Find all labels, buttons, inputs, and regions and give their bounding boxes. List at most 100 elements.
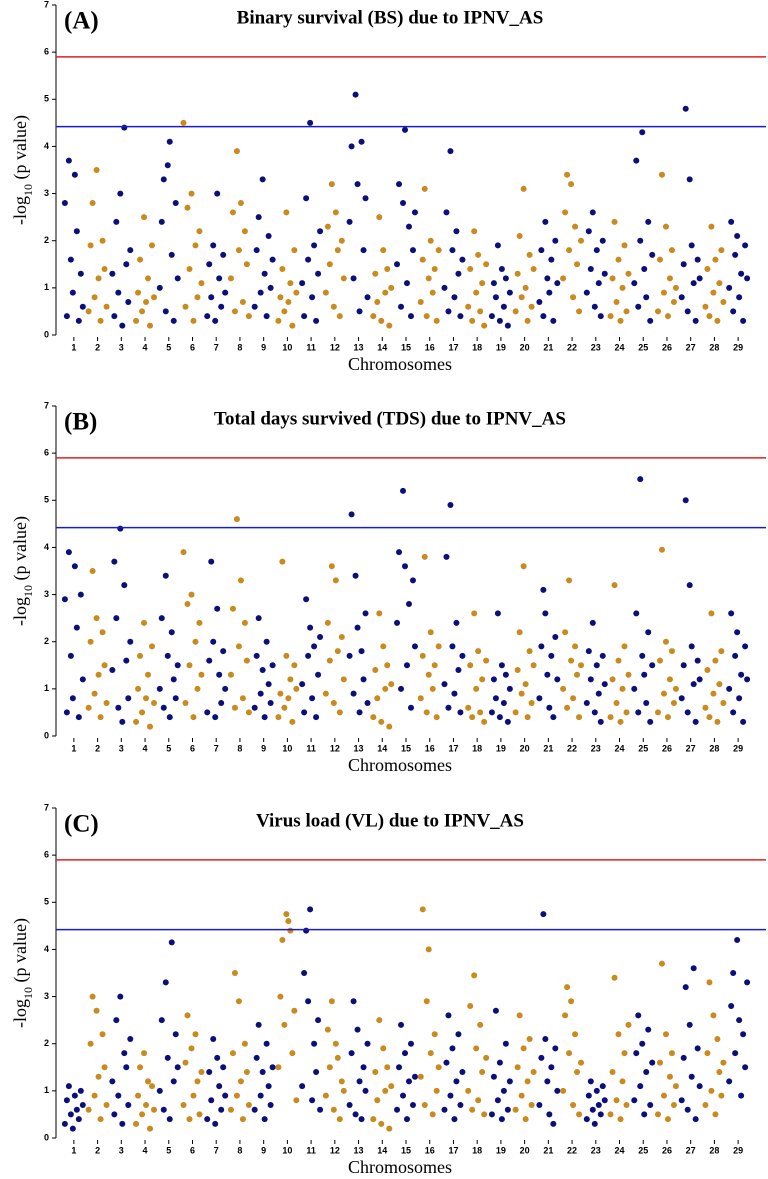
snp-point	[421, 185, 428, 192]
snp-point	[714, 1036, 721, 1042]
snp-point	[720, 700, 727, 706]
snp-point	[435, 1064, 442, 1071]
snp-point	[647, 1102, 654, 1108]
snp-point	[394, 619, 401, 626]
snp-point	[376, 610, 383, 617]
snp-point	[141, 214, 148, 221]
snp-point	[490, 676, 497, 683]
snp-point	[583, 1116, 590, 1123]
snp-point	[243, 1069, 250, 1075]
snp-point	[522, 681, 529, 688]
snp-point	[328, 563, 335, 570]
snp-point	[257, 289, 264, 296]
x-tick-label: 24	[615, 743, 625, 753]
snp-point	[79, 1102, 86, 1108]
snp-point	[692, 718, 699, 725]
snp-point	[143, 299, 150, 305]
snp-point	[459, 1069, 466, 1075]
snp-point	[93, 615, 100, 622]
snp-point	[231, 704, 238, 711]
snp-point	[156, 1087, 163, 1094]
snp-point	[560, 275, 567, 282]
snp-point	[279, 558, 286, 565]
snp-point	[360, 1064, 367, 1071]
snp-point	[61, 1120, 68, 1127]
snp-point	[158, 218, 165, 225]
snp-point	[235, 247, 242, 254]
snp-point	[160, 1106, 167, 1113]
snp-point	[431, 266, 438, 272]
snp-point	[433, 1087, 440, 1094]
snp-point	[378, 718, 385, 725]
snp-point	[730, 308, 737, 315]
snp-point	[315, 1017, 322, 1024]
snp-point	[738, 1092, 745, 1099]
y-axis-label-part: -log	[10, 999, 30, 1028]
snp-point	[658, 546, 665, 553]
snp-point	[101, 1064, 108, 1071]
snp-point	[115, 704, 122, 711]
snp-point	[75, 714, 82, 721]
snp-point	[172, 695, 179, 702]
snp-point	[315, 270, 322, 277]
snp-point	[530, 662, 537, 669]
x-tick-label: 26	[662, 1145, 672, 1155]
snp-point	[117, 190, 124, 197]
snp-point	[162, 572, 169, 579]
snp-point	[208, 294, 215, 301]
snp-point	[631, 1097, 638, 1104]
x-axis-label: Chromosomes	[348, 354, 452, 374]
snp-point	[574, 671, 581, 678]
snp-point	[425, 671, 432, 678]
snp-point	[231, 308, 238, 315]
snp-point	[73, 228, 80, 235]
snp-point	[471, 228, 478, 235]
snp-point	[447, 502, 454, 508]
snp-point	[121, 582, 128, 589]
snp-point	[718, 648, 725, 655]
snp-point	[435, 247, 442, 254]
x-tick-label: 5	[166, 743, 171, 753]
snp-point	[419, 906, 426, 913]
snp-point	[348, 1050, 355, 1057]
snp-point	[65, 157, 72, 164]
snp-point	[459, 256, 466, 263]
snp-point	[218, 1106, 225, 1113]
snp-point	[340, 1087, 347, 1094]
snp-point	[222, 1092, 229, 1099]
x-tick-label: 6	[190, 342, 195, 352]
snp-point	[504, 1106, 511, 1113]
x-tick-label: 9	[261, 743, 266, 753]
snp-point	[643, 1069, 650, 1075]
snp-point	[147, 322, 154, 329]
snp-point	[451, 1116, 458, 1123]
snp-point	[71, 563, 78, 570]
snp-point	[309, 294, 316, 301]
snp-point	[570, 1102, 577, 1108]
snp-point	[720, 1059, 727, 1066]
snp-point	[133, 317, 140, 324]
snp-point	[496, 1059, 503, 1066]
snp-point	[619, 1078, 626, 1085]
snp-point	[93, 1007, 100, 1014]
snp-point	[467, 1003, 474, 1009]
snp-point	[694, 1045, 701, 1052]
snp-point	[611, 218, 618, 225]
snp-point	[595, 280, 602, 287]
snp-point	[145, 275, 152, 282]
x-tick-label: 25	[638, 743, 648, 753]
x-tick-label: 23	[591, 342, 601, 352]
x-tick-label: 23	[591, 743, 601, 753]
snp-point	[386, 322, 393, 329]
snp-point	[212, 1120, 219, 1127]
snp-point	[552, 1045, 559, 1052]
snp-point	[411, 209, 418, 216]
x-tick-label: 15	[401, 342, 411, 352]
snp-point	[289, 1050, 296, 1057]
snp-point	[384, 662, 391, 669]
snp-point	[261, 1116, 268, 1123]
snp-point	[251, 303, 258, 310]
snp-point	[196, 619, 203, 626]
snp-point	[544, 275, 551, 282]
snp-point	[382, 1087, 389, 1094]
